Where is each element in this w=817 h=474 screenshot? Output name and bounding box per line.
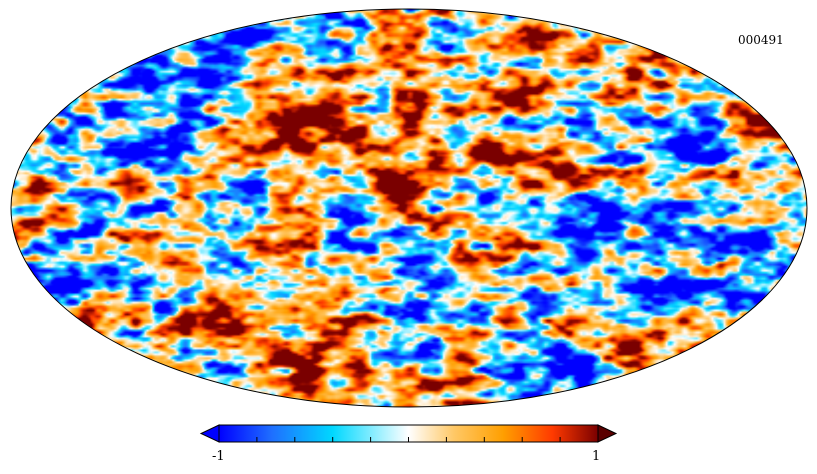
colorbar-min-arrow (199, 424, 220, 443)
colorbar-min-label: -1 (212, 449, 225, 464)
map-outline (10, 8, 808, 408)
colorbar-max-arrow (597, 424, 618, 443)
mollweide-map (11, 9, 807, 407)
colorbar (199, 424, 618, 443)
temperature-field (11, 9, 807, 407)
map-id-label: 000491 (738, 33, 784, 47)
colorbar-ticks (256, 437, 561, 442)
colorbar-max-label: 1 (592, 449, 601, 464)
